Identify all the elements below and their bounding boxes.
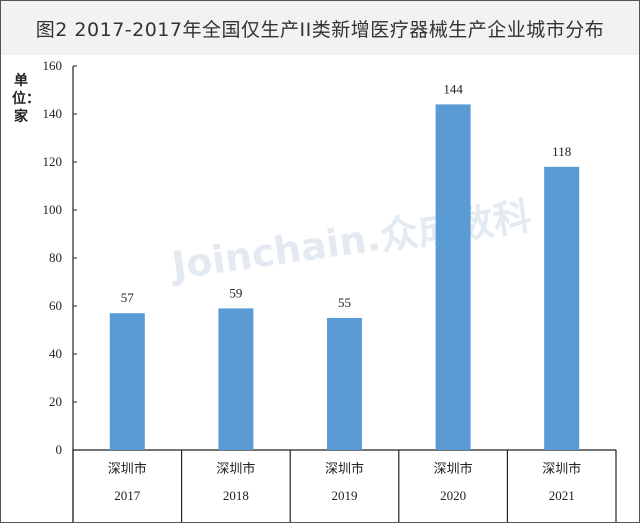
x-category-city: 深圳市: [216, 461, 255, 477]
x-category-city: 深圳市: [325, 461, 364, 477]
data-label: 55: [338, 295, 351, 310]
x-category-year: 2018: [223, 488, 249, 503]
y-tick-label: 140: [43, 106, 63, 121]
data-label: 59: [229, 285, 242, 300]
bar-2020: [435, 104, 471, 451]
y-tick-label: 160: [43, 58, 63, 73]
y-tick-label: 20: [49, 394, 62, 409]
bar-2021: [544, 166, 580, 451]
x-category-year: 2021: [549, 488, 575, 503]
y-tick-label: 100: [43, 202, 63, 217]
bar-2017: [109, 313, 145, 450]
x-category-year: 2019: [332, 488, 358, 503]
y-tick-label: 120: [43, 154, 63, 169]
bar-2019: [327, 318, 362, 450]
bar-2018: [218, 308, 254, 450]
data-label: 57: [121, 290, 135, 305]
y-tick-label: 80: [49, 250, 62, 265]
x-category-city: 深圳市: [542, 461, 581, 477]
y-tick-label: 0: [56, 442, 63, 457]
y-tick-label: 40: [49, 346, 62, 361]
chart-title: 图2 2017-2017年全国仅生产II类新增医疗器械生产企业城市分布: [1, 1, 639, 55]
x-category-city: 深圳市: [108, 461, 147, 477]
data-label: 118: [552, 144, 571, 159]
y-tick-label: 60: [49, 298, 62, 313]
x-category-year: 2020: [440, 488, 466, 503]
x-category-year: 2017: [114, 488, 141, 503]
x-category-city: 深圳市: [434, 461, 473, 477]
data-label: 144: [443, 81, 463, 96]
